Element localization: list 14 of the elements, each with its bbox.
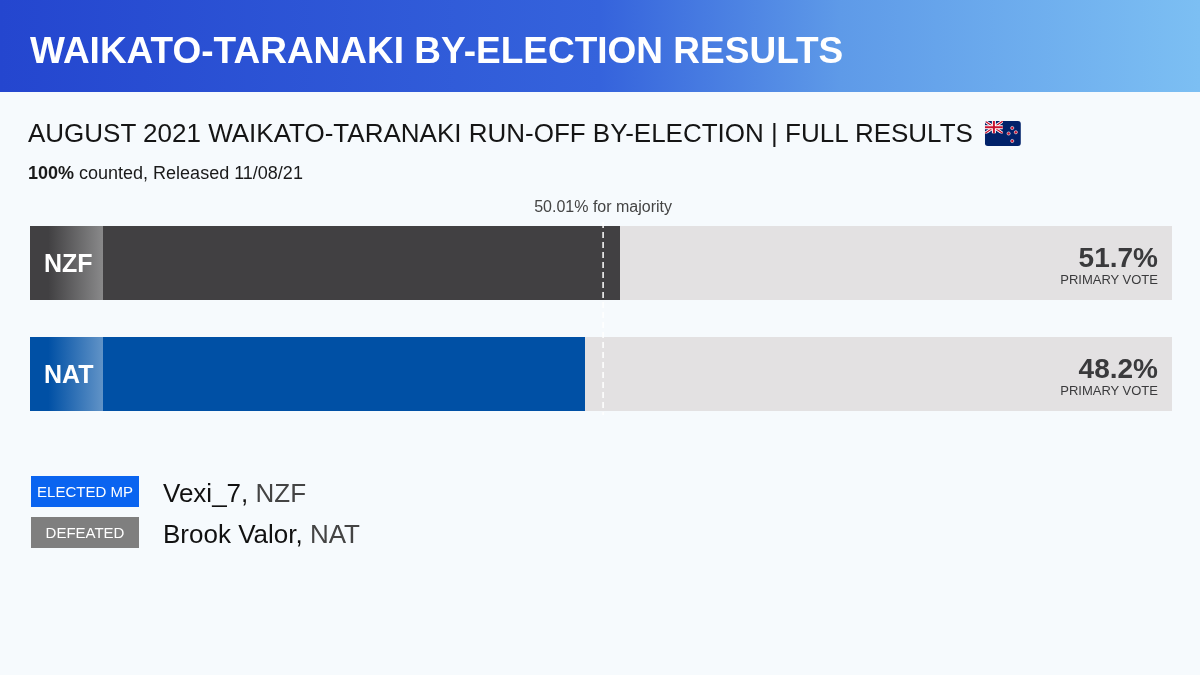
ref-line-label: 50.01% for majority (534, 198, 673, 215)
text: ELECTED MP (37, 483, 133, 500)
data-label: 51.7% (1078, 242, 1159, 273)
text: Vexi_7, NZF (163, 478, 307, 508)
text: PRIMARY VOTE (1060, 383, 1159, 398)
text: Brook Valor, NAT (163, 519, 361, 549)
text: 100% counted, Released 11/08/21 (28, 163, 303, 183)
chart-title: WAIKATO-TARANAKI BY-ELECTION RESULTS (30, 30, 844, 71)
text: DEFEATED (45, 524, 125, 541)
chart-subtitle: AUGUST 2021 WAIKATO-TARANAKI RUN-OFF BY-ELECTION | FULL RESULTS (28, 118, 973, 148)
y-tick-label: NZF (44, 249, 93, 277)
y-tick-label: NAT (44, 360, 94, 388)
text: PRIMARY VOTE (1060, 272, 1159, 287)
data-label: 48.2% (1078, 353, 1159, 384)
